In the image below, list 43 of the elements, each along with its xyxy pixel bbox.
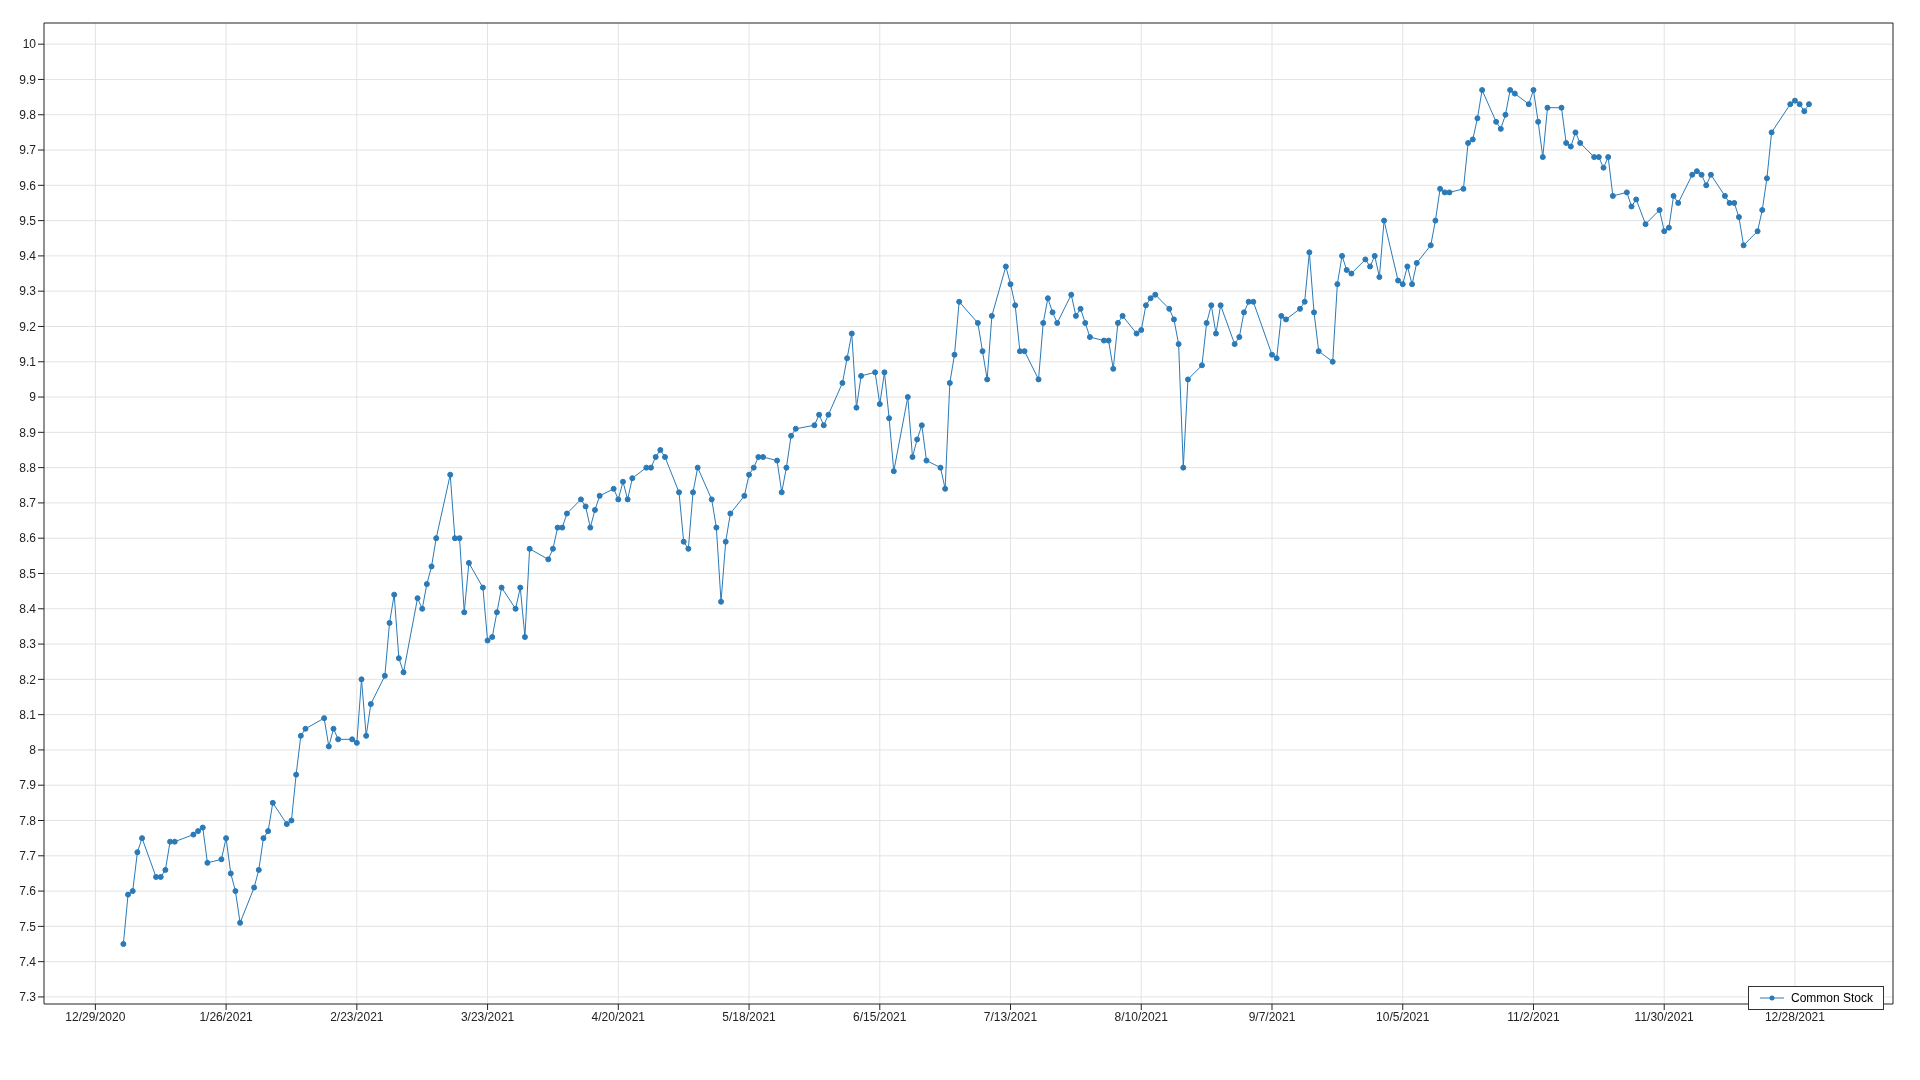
y-tick-label: 7.9: [19, 778, 37, 793]
y-tick-label: 8.2: [19, 672, 37, 687]
x-tick-label: 7/13/2021: [983, 1009, 1038, 1024]
y-tick-label: 8: [29, 743, 37, 758]
x-tick-label: 6/15/2021: [853, 1009, 907, 1024]
y-tick-label: 9.3: [19, 284, 37, 299]
y-tick-label: 10: [22, 37, 37, 52]
y-tick-label: 8.6: [19, 531, 37, 546]
x-tick-label: 8/10/2021: [1114, 1009, 1169, 1024]
y-tick-label: 8.5: [19, 566, 37, 581]
y-tick-label: 7.7: [19, 849, 37, 864]
y-tick-label: 9.2: [19, 319, 37, 334]
y-tick-label: 7.5: [19, 919, 37, 934]
x-tick-label: 4/20/2021: [591, 1009, 646, 1024]
y-tick-label: 7.4: [19, 954, 37, 969]
x-tick-label: 10/5/2021: [1376, 1009, 1430, 1024]
y-tick-label: 9.8: [19, 108, 37, 123]
y-tick-label: 9.7: [19, 143, 37, 158]
y-tick-label: 7.3: [19, 990, 37, 1005]
x-tick-label: 3/23/2021: [460, 1009, 515, 1024]
y-tick-label: 8.8: [19, 460, 37, 475]
y-tick-label: 9.1: [19, 355, 37, 370]
y-tick-label: 7.8: [19, 813, 37, 828]
y-tick-label: 9.6: [19, 178, 37, 193]
x-tick-label: 1/26/2021: [199, 1009, 254, 1024]
x-tick-label: 2/23/2021: [330, 1009, 384, 1024]
legend-label: Common Stock: [1790, 991, 1873, 1005]
x-tick-label: 11/30/2021: [1634, 1009, 1695, 1024]
y-tick-label: 9.5: [19, 213, 37, 228]
x-tick-label: 11/2/2021: [1507, 1009, 1561, 1024]
y-tick-label: 9: [29, 390, 37, 405]
x-tick-label: 5/18/2021: [722, 1009, 777, 1024]
x-tick-label: 12/28/2021: [1764, 1009, 1826, 1024]
y-tick-label: 8.1: [19, 707, 37, 722]
y-tick-label: 8.3: [19, 637, 37, 652]
y-tick-label: 9.4: [19, 249, 37, 264]
y-tick-label: 7.6: [19, 884, 37, 899]
y-tick-label: 8.4: [19, 602, 37, 617]
y-tick-label: 8.9: [19, 425, 37, 440]
x-tick-label: 12/29/2020: [65, 1009, 126, 1024]
x-tick-label: 9/7/2021: [1248, 1009, 1296, 1024]
y-tick-label: 9.9: [19, 72, 37, 87]
y-tick-label: 8.7: [19, 496, 37, 511]
